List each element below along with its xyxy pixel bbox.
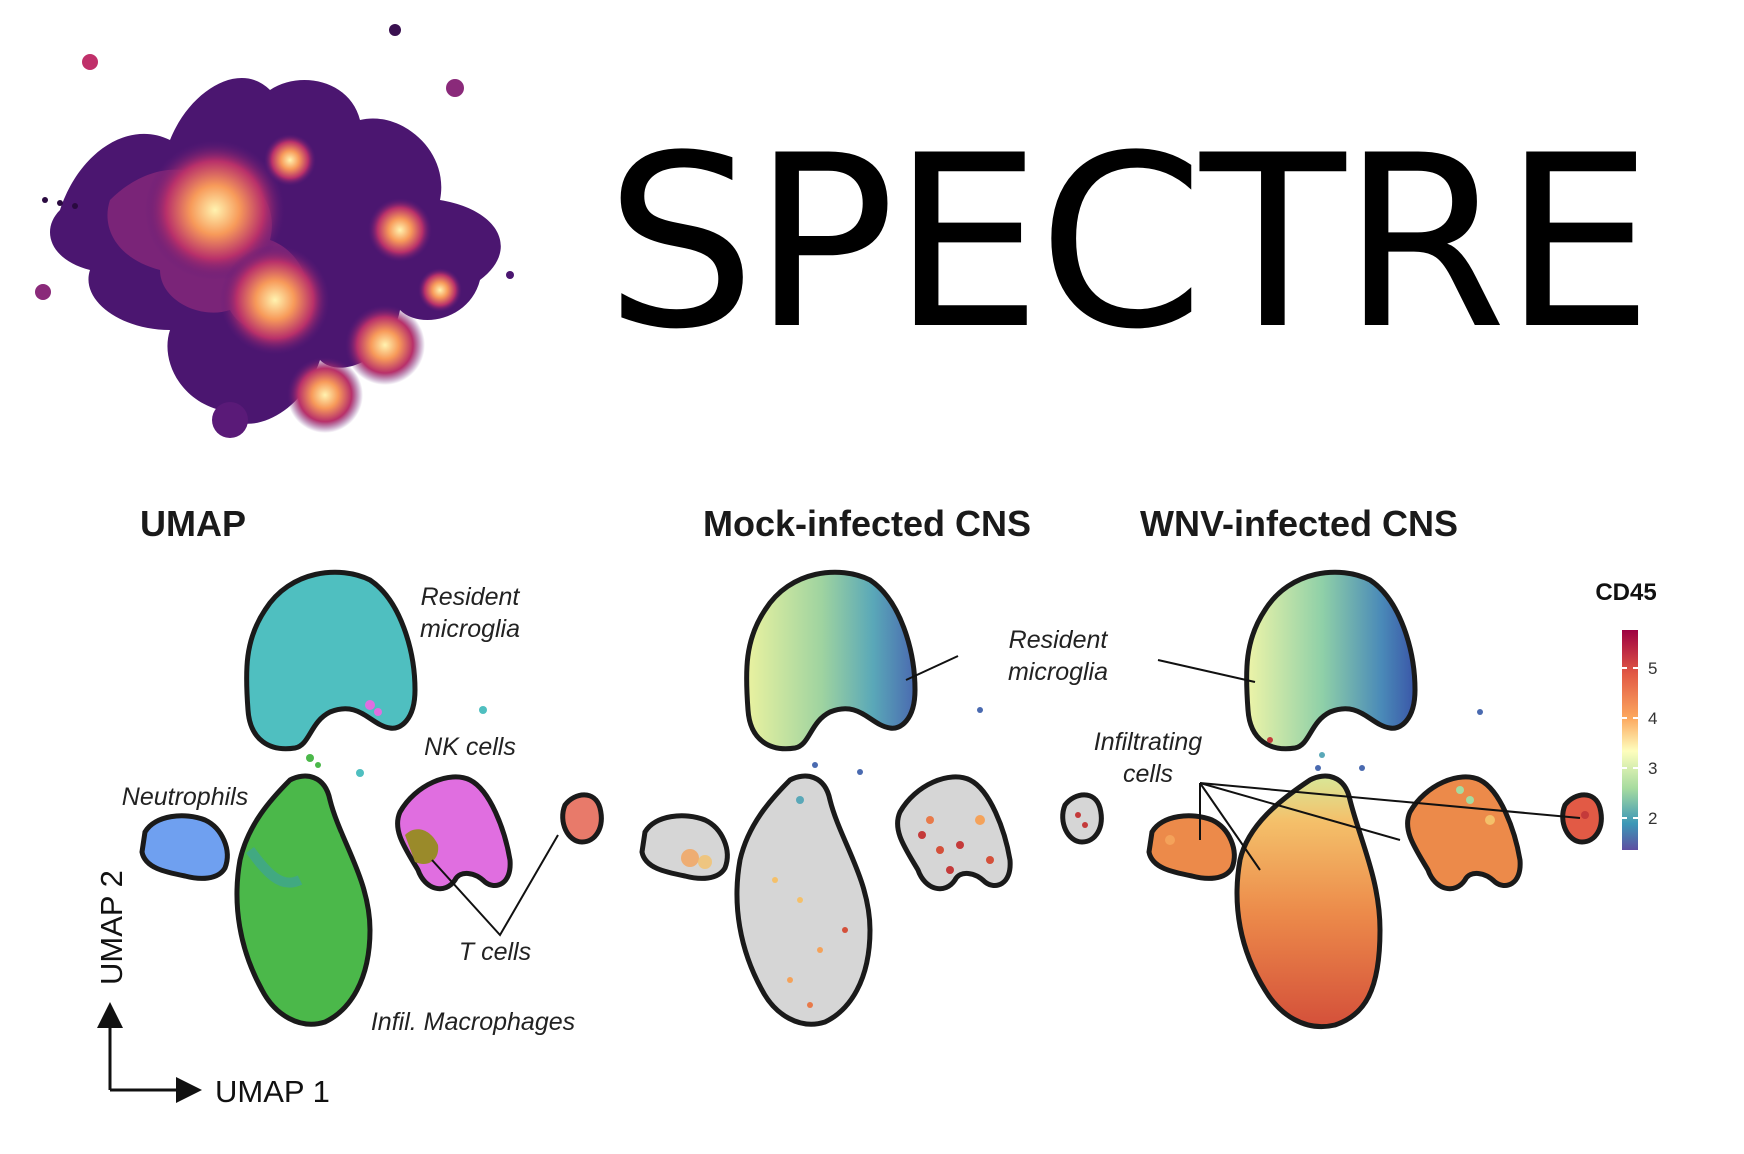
colorbar-tick-3: 3 — [1648, 759, 1657, 778]
x-axis-label: UMAP 1 — [215, 1074, 330, 1109]
panel-title-mock: Mock-infected CNS — [703, 503, 1031, 544]
cluster-resident-microglia — [244, 569, 418, 752]
ann-neutrophils: Neutrophils — [122, 783, 248, 811]
colorbar-tick-5: 5 — [1648, 659, 1657, 678]
panel-title-wnv: WNV-infected CNS — [1140, 503, 1458, 544]
mock-scatter-points — [681, 707, 1088, 1008]
wnv-small — [1560, 792, 1604, 845]
wnv-neutrophils — [1146, 813, 1237, 881]
cluster-t-cells-small — [560, 792, 604, 845]
colorbar-tick-4: 4 — [1648, 709, 1657, 728]
wnv-microglia — [1244, 569, 1418, 752]
mock-cns-panel — [639, 569, 1104, 1027]
umap-stray-points — [306, 700, 487, 841]
wnv-scatter-points — [1165, 709, 1589, 845]
logo-density-plot — [35, 24, 514, 438]
ann-infil-macrophages: Infil. Macrophages — [371, 1008, 575, 1036]
mock-neutrophils — [639, 813, 730, 881]
mock-nk — [895, 774, 1013, 892]
wnv-cns-panel — [1146, 569, 1604, 1029]
ann-resident-line2: microglia — [420, 615, 520, 643]
cluster-infil-macrophages — [234, 773, 373, 1027]
ann-resident-b-line1: Resident — [1009, 626, 1109, 654]
logo-title: SPECTRE — [605, 105, 1649, 382]
cd45-colorbar — [1622, 630, 1638, 850]
t-cells-leader-lines — [431, 834, 559, 937]
wnv-macrophages — [1234, 773, 1383, 1029]
cluster-neutrophils — [139, 813, 230, 881]
ann-t-cells: T cells — [459, 938, 531, 966]
mock-small — [1060, 792, 1104, 845]
y-axis-label: UMAP 2 — [94, 870, 129, 985]
colorbar-title: CD45 — [1595, 579, 1656, 606]
colorbar-gradient — [1622, 630, 1638, 850]
mock-macrophages — [734, 773, 873, 1027]
wnv-nk — [1405, 774, 1523, 892]
ann-resident-line1: Resident — [421, 583, 521, 611]
ann-infiltrating-line2: cells — [1123, 760, 1173, 788]
ann-resident-b-line2: microglia — [1008, 658, 1108, 686]
panel-title-umap: UMAP — [140, 503, 246, 544]
ann-nk-cells: NK cells — [424, 733, 516, 761]
ann-infiltrating-line1: Infiltrating — [1094, 728, 1202, 756]
annotation-leader-lines — [905, 655, 1581, 871]
umap-axes-arrows — [97, 1002, 202, 1103]
mock-microglia — [744, 569, 918, 752]
colorbar-tick-2: 2 — [1648, 809, 1657, 828]
